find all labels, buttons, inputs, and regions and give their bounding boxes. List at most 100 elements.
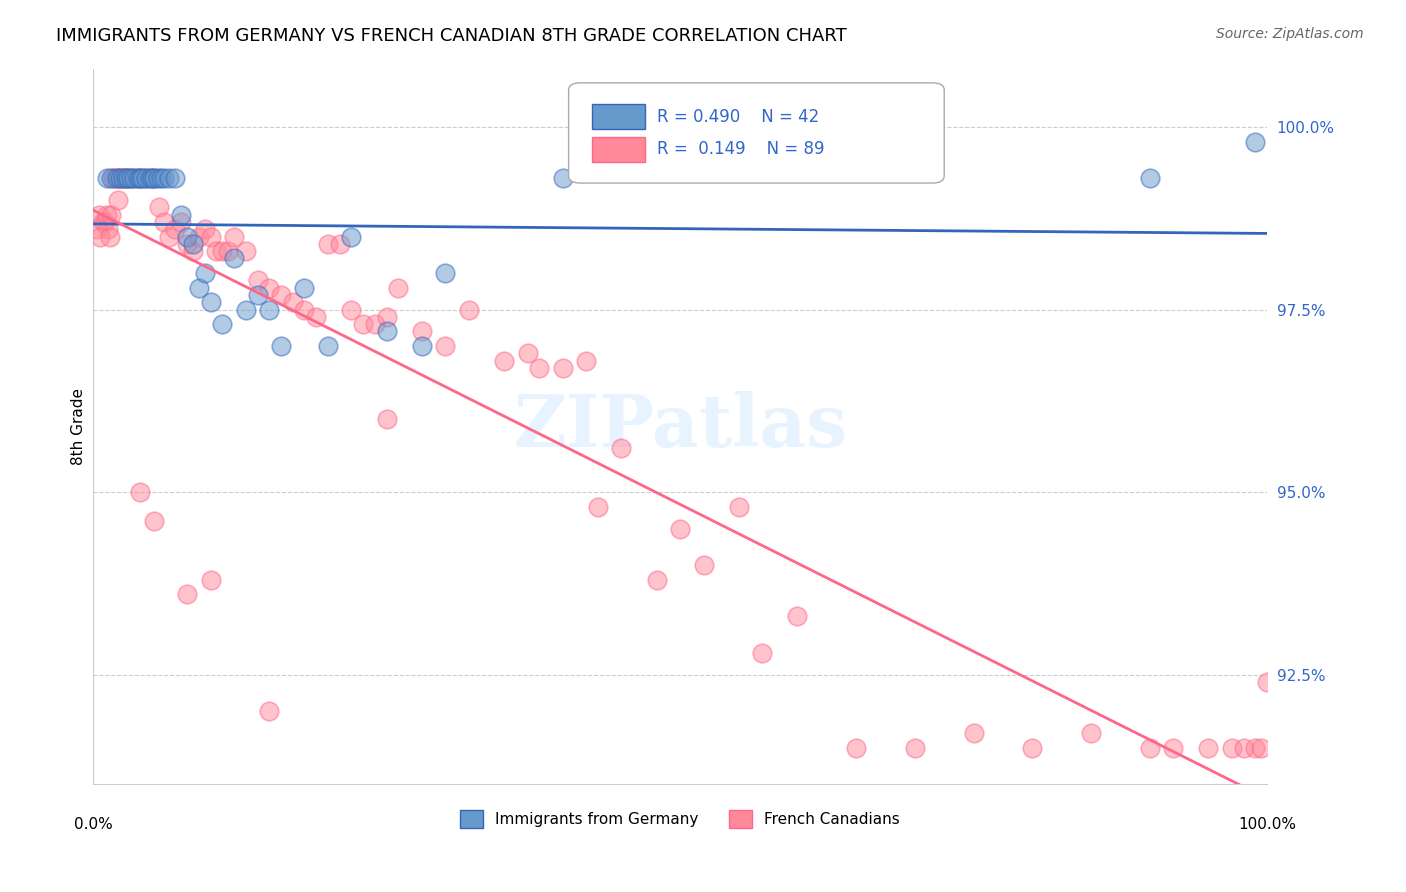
Point xyxy=(669,522,692,536)
Point xyxy=(129,485,152,500)
Point xyxy=(110,171,132,186)
Point xyxy=(187,280,209,294)
Text: IMMIGRANTS FROM GERMANY VS FRENCH CANADIAN 8TH GRADE CORRELATION CHART: IMMIGRANTS FROM GERMANY VS FRENCH CANADI… xyxy=(56,27,846,45)
Point xyxy=(200,295,222,310)
Point xyxy=(610,442,633,456)
Point xyxy=(141,171,163,186)
Point xyxy=(340,302,363,317)
Point xyxy=(1139,740,1161,755)
Point xyxy=(1021,740,1043,755)
Point xyxy=(1197,740,1219,755)
Text: R =  0.149    N = 89: R = 0.149 N = 89 xyxy=(657,140,824,158)
Point xyxy=(246,288,269,302)
Point xyxy=(86,222,108,236)
Point xyxy=(845,740,868,755)
Point xyxy=(143,514,166,528)
Point xyxy=(364,317,387,331)
Point xyxy=(586,500,609,514)
Text: 0.0%: 0.0% xyxy=(73,817,112,832)
Point xyxy=(294,280,316,294)
Point xyxy=(205,244,228,259)
Point xyxy=(1256,675,1278,690)
Point xyxy=(222,229,245,244)
Legend: Immigrants from Germany, French Canadians: Immigrants from Germany, French Canadian… xyxy=(454,804,907,834)
Text: Source: ZipAtlas.com: Source: ZipAtlas.com xyxy=(1216,27,1364,41)
Point xyxy=(91,215,114,229)
Point xyxy=(962,726,984,740)
Point xyxy=(259,704,281,718)
Point xyxy=(751,646,773,660)
FancyBboxPatch shape xyxy=(592,104,645,129)
Point xyxy=(329,236,352,251)
Point xyxy=(132,171,155,186)
Point xyxy=(150,171,173,186)
Point xyxy=(165,222,187,236)
Point xyxy=(194,266,217,280)
Point xyxy=(107,193,129,207)
Point xyxy=(645,573,668,587)
Point xyxy=(112,171,135,186)
Point xyxy=(120,171,142,186)
Point xyxy=(492,353,515,368)
Point xyxy=(136,171,159,186)
Point xyxy=(259,280,281,294)
Point xyxy=(117,171,139,186)
Point xyxy=(115,171,138,186)
Point xyxy=(170,208,193,222)
Point xyxy=(111,171,134,186)
Point xyxy=(516,346,538,360)
Point xyxy=(181,244,204,259)
Point xyxy=(529,361,551,376)
Point xyxy=(1232,740,1254,755)
Point xyxy=(170,215,193,229)
FancyBboxPatch shape xyxy=(592,136,645,161)
Point xyxy=(434,266,457,280)
Point xyxy=(96,171,118,186)
Point xyxy=(103,171,125,186)
Point xyxy=(129,171,152,186)
Point xyxy=(138,171,160,186)
Point xyxy=(127,171,149,186)
Point xyxy=(176,587,198,601)
Point xyxy=(200,573,222,587)
Point xyxy=(375,310,398,324)
Point xyxy=(117,171,139,186)
Point xyxy=(135,171,157,186)
Point xyxy=(387,280,409,294)
Point xyxy=(786,609,808,624)
Point xyxy=(211,317,233,331)
Point xyxy=(551,171,574,186)
Point xyxy=(200,229,222,244)
Point xyxy=(87,208,110,222)
Point xyxy=(235,244,257,259)
Point xyxy=(108,171,131,186)
Point xyxy=(105,171,128,186)
Point xyxy=(122,171,145,186)
Point xyxy=(105,171,128,186)
Point xyxy=(165,171,187,186)
Point xyxy=(211,244,233,259)
Point xyxy=(141,171,163,186)
Point xyxy=(100,171,122,186)
Point xyxy=(194,222,217,236)
Point xyxy=(100,208,122,222)
Point xyxy=(316,236,339,251)
Point xyxy=(692,558,714,573)
Point xyxy=(551,361,574,376)
Point xyxy=(316,339,339,353)
Point xyxy=(375,412,398,426)
Point xyxy=(1244,740,1267,755)
Point xyxy=(235,302,257,317)
Point xyxy=(122,171,145,186)
Point xyxy=(375,325,398,339)
Point xyxy=(115,171,138,186)
Point xyxy=(127,171,149,186)
Point xyxy=(146,171,169,186)
FancyBboxPatch shape xyxy=(568,83,945,183)
Point xyxy=(575,353,598,368)
Point xyxy=(352,317,374,331)
Point xyxy=(217,244,239,259)
Point xyxy=(457,302,479,317)
Point xyxy=(411,339,433,353)
Text: ZIPatlas: ZIPatlas xyxy=(513,391,848,462)
